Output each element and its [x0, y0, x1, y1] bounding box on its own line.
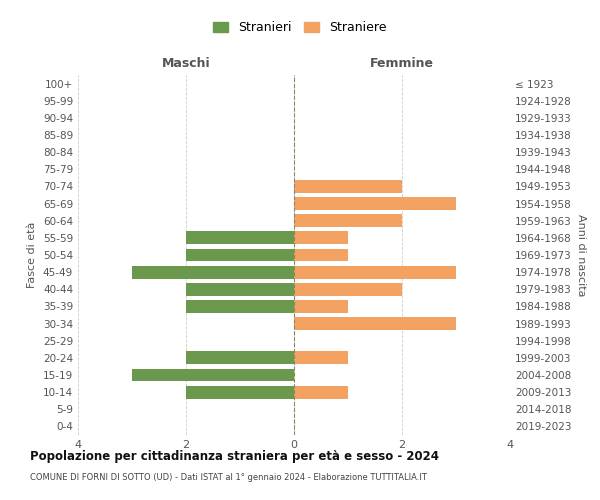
Legend: Stranieri, Straniere: Stranieri, Straniere: [208, 16, 392, 40]
Y-axis label: Anni di nascita: Anni di nascita: [575, 214, 586, 296]
Bar: [186, 352, 294, 364]
Bar: [294, 180, 402, 193]
Text: COMUNE DI FORNI DI SOTTO (UD) - Dati ISTAT al 1° gennaio 2024 - Elaborazione TUT: COMUNE DI FORNI DI SOTTO (UD) - Dati IST…: [30, 472, 427, 482]
Bar: [186, 232, 294, 244]
Bar: [294, 317, 456, 330]
Text: Popolazione per cittadinanza straniera per età e sesso - 2024: Popolazione per cittadinanza straniera p…: [30, 450, 439, 463]
Y-axis label: Fasce di età: Fasce di età: [28, 222, 37, 288]
Bar: [294, 232, 348, 244]
Bar: [294, 300, 348, 313]
Bar: [294, 283, 402, 296]
Bar: [294, 266, 456, 278]
Bar: [294, 197, 456, 210]
Bar: [294, 248, 348, 262]
Bar: [294, 386, 348, 398]
Text: Maschi: Maschi: [161, 57, 211, 70]
Bar: [294, 352, 348, 364]
Bar: [294, 214, 402, 227]
Bar: [186, 386, 294, 398]
Bar: [186, 248, 294, 262]
Bar: [132, 266, 294, 278]
Bar: [186, 300, 294, 313]
Bar: [132, 368, 294, 382]
Bar: [186, 283, 294, 296]
Text: Femmine: Femmine: [370, 57, 434, 70]
